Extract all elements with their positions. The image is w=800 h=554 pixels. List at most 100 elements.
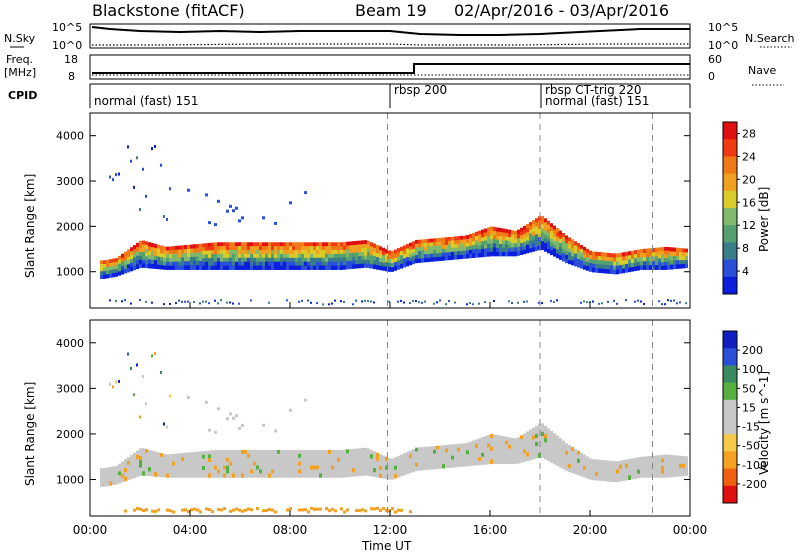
noise-search-label: N.Search	[745, 32, 795, 45]
velocity-ylabel: Slant Range [km]	[23, 382, 37, 486]
power-scatter	[235, 206, 238, 210]
power-cell	[592, 263, 595, 269]
velocity-cell	[106, 474, 109, 479]
velocity-cell	[298, 465, 301, 470]
power-cell	[523, 225, 526, 231]
power-cell	[535, 230, 538, 235]
velocity-cell	[394, 461, 397, 467]
velocity-cell	[316, 465, 319, 470]
power-cell	[676, 251, 679, 257]
power-cell	[586, 257, 589, 263]
power-cell	[541, 215, 544, 221]
power-cell	[622, 252, 625, 257]
power-cell	[262, 265, 265, 270]
velocity-cell	[562, 456, 565, 462]
velocity-cell	[550, 438, 553, 444]
velocity-cell	[442, 448, 445, 454]
power-cell	[388, 267, 391, 272]
velocity-cell	[373, 472, 376, 477]
power-cell	[595, 255, 598, 261]
power-cell	[622, 264, 625, 270]
velocity-cell	[541, 431, 544, 437]
power-near-range	[673, 299, 675, 302]
power-cell	[652, 247, 655, 253]
power-near-range	[286, 299, 288, 302]
power-colorbar-label: Power [dB]	[757, 187, 771, 252]
velocity-cell	[490, 450, 493, 456]
power-cell	[283, 253, 286, 259]
colorbar-frame	[722, 330, 738, 504]
velocity-cell	[595, 467, 598, 473]
power-cell	[607, 261, 610, 266]
velocity-cell	[604, 464, 607, 470]
cpid-mode-1: normal (fast) 151	[94, 94, 198, 108]
power-cell	[283, 265, 286, 270]
velocity-cell	[490, 455, 493, 460]
power-cell	[499, 228, 502, 233]
velocity-cell	[667, 462, 670, 467]
velocity-cell	[130, 458, 133, 464]
power-cell	[277, 250, 280, 255]
velocity-cell	[370, 462, 373, 468]
velocity-cell	[142, 448, 145, 453]
power-cell	[550, 234, 553, 240]
power-cell	[523, 237, 526, 243]
power-near-range	[343, 300, 345, 303]
velocity-cell	[355, 448, 358, 453]
power-cell	[274, 242, 277, 247]
power-cell	[448, 236, 451, 242]
power-cell	[589, 250, 592, 256]
velocity-cell	[253, 473, 256, 478]
power-near-range	[418, 301, 420, 304]
power-cell	[580, 256, 583, 261]
power-cell	[418, 243, 421, 248]
power-cell	[667, 258, 670, 263]
colorbar-segment	[723, 451, 737, 470]
power-cell	[364, 247, 367, 253]
velocity-cell	[520, 450, 523, 456]
power-cell	[508, 248, 511, 253]
velocity-cell	[544, 450, 547, 456]
colorbar-segment	[723, 208, 737, 226]
power-cell	[634, 262, 637, 267]
velocity-cell	[331, 461, 334, 467]
power-cell	[304, 265, 307, 270]
velocity-cell	[256, 465, 259, 470]
velocity-cell	[424, 462, 427, 467]
velocity-cell	[532, 431, 535, 436]
velocity-cell	[268, 461, 271, 467]
power-cell	[634, 258, 637, 263]
power-cell	[613, 265, 616, 271]
power-cell	[661, 262, 664, 267]
velocity-cell	[550, 430, 553, 436]
velocity-cell	[190, 452, 193, 457]
power-cell	[133, 265, 136, 271]
power-cell	[205, 258, 208, 263]
velocity-cell	[298, 473, 301, 478]
velocity-cell	[403, 470, 406, 476]
power-cell	[298, 246, 301, 251]
velocity-cell	[418, 447, 421, 452]
velocity-cell	[367, 452, 370, 457]
power-cell	[655, 265, 658, 270]
power-cell	[451, 251, 454, 257]
power-cell	[553, 233, 556, 238]
velocity-cell	[502, 455, 505, 461]
power-cell	[511, 247, 514, 253]
power-near-range	[454, 301, 456, 304]
power-cell	[565, 247, 568, 252]
power-cell	[436, 241, 439, 247]
velocity-near-range	[139, 507, 142, 511]
velocity-cell	[403, 466, 406, 471]
power-near-range	[361, 300, 363, 303]
power-cell	[190, 256, 193, 262]
velocity-near-range	[193, 507, 196, 511]
velocity-cell	[130, 470, 133, 476]
velocity-cell	[586, 456, 589, 462]
velocity-near-range	[205, 507, 208, 511]
velocity-cell	[274, 461, 277, 467]
velocity-near-range	[190, 508, 193, 512]
velocity-cell	[430, 453, 433, 459]
power-cell	[367, 263, 370, 269]
power-cell	[565, 250, 568, 256]
